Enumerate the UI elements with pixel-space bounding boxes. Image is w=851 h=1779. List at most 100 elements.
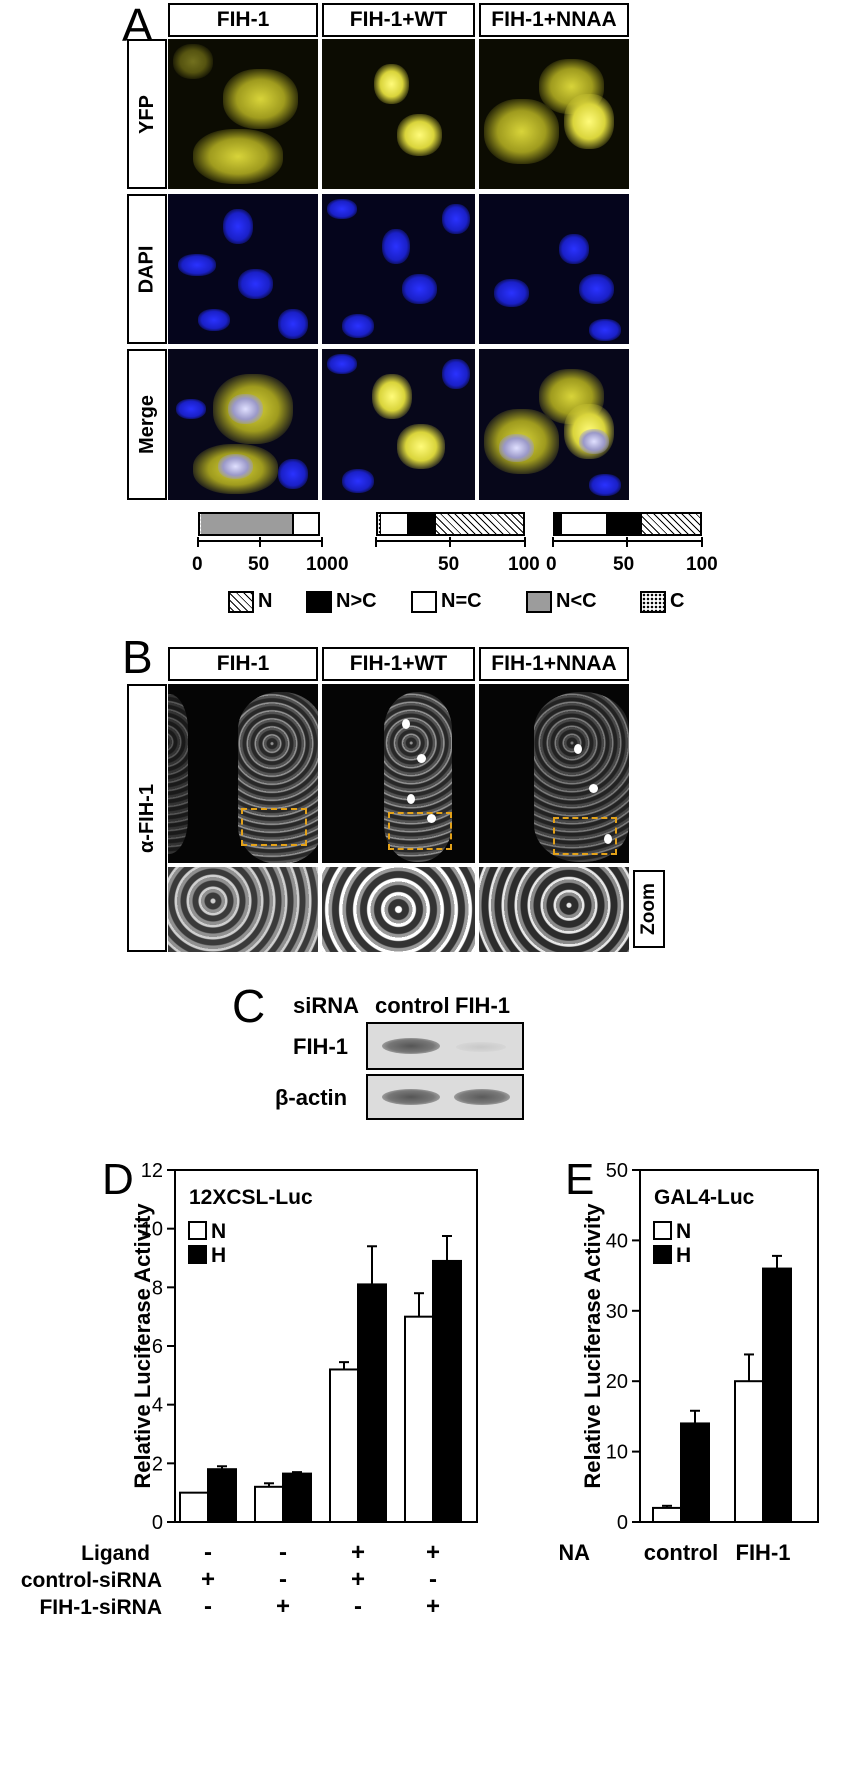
y-axis-label: Relative Luciferase Activity xyxy=(130,1203,155,1489)
panel-b-row-label: α-FIH-1 xyxy=(127,684,167,952)
bar-seg-c xyxy=(200,514,202,534)
bar-axes xyxy=(197,537,703,547)
bar-seg-c xyxy=(378,514,381,534)
dapi-image-fih1-nnaa xyxy=(479,194,629,344)
legend-swatch-n xyxy=(188,1221,207,1240)
merge-image-fih1 xyxy=(168,349,318,500)
condition-sign: + xyxy=(351,1566,365,1593)
legend-n-lt-c: N<C xyxy=(526,590,597,613)
band-fih1-control xyxy=(382,1038,440,1054)
dapi-image-fih1 xyxy=(168,194,318,344)
y-tick-label: 10 xyxy=(141,1219,163,1241)
legend-c: C xyxy=(640,590,684,613)
y-tick-label: 12 xyxy=(141,1160,163,1182)
legend-swatch-h xyxy=(188,1245,207,1264)
merge-image-fih1-nnaa xyxy=(479,349,629,500)
bar-h xyxy=(357,1283,387,1523)
condition-label: control-siRNA xyxy=(21,1569,162,1592)
legend-swatch-n-gt-c xyxy=(306,590,332,613)
y-tick-label: 40 xyxy=(606,1230,628,1252)
panel-a-col-header-3: FIH-1+NNAA xyxy=(479,3,629,37)
y-tick-label: 0 xyxy=(152,1512,163,1534)
plot-frame xyxy=(639,1169,819,1523)
zoom-region-box xyxy=(553,817,617,855)
bar-seg-n xyxy=(642,514,700,534)
y-axis-label: Relative Luciferase Activity xyxy=(580,1203,605,1489)
legend-swatch-n xyxy=(228,590,254,613)
panel-b-col-header-1: FIH-1 xyxy=(168,647,318,681)
tissue-image-fih1-nnaa xyxy=(479,684,629,863)
x-category-label: FIH-1 xyxy=(736,1540,791,1565)
bar-seg-c xyxy=(555,514,563,534)
legend-swatch-n-eq-c xyxy=(411,590,437,613)
localization-bar-fih1-wt xyxy=(376,512,525,536)
condition-sign: - xyxy=(354,1593,362,1620)
bar3-tick-100: 100 xyxy=(686,554,718,575)
x-category-label: control xyxy=(644,1540,719,1565)
panel-a-col-header-1: FIH-1 xyxy=(168,3,318,37)
condition-sign: + xyxy=(351,1539,365,1566)
condition-sign: - xyxy=(204,1539,212,1566)
zoom-image-fih1 xyxy=(168,867,318,952)
band-actin-fih1 xyxy=(454,1089,510,1105)
zoom-region-box xyxy=(388,812,452,850)
bar3-tick-50: 50 xyxy=(613,554,635,575)
bar2-tick-100: 100 xyxy=(508,554,540,575)
band-fih1-knockdown xyxy=(456,1042,506,1052)
bar-h xyxy=(680,1422,710,1523)
bar-h xyxy=(762,1267,792,1523)
bar-seg-n-lt-c xyxy=(201,514,295,534)
condition-label: FIH-1-siRNA xyxy=(39,1596,162,1619)
dapi-image-fih1-wt xyxy=(322,194,475,344)
bar-seg-n-eq-c xyxy=(562,514,606,534)
bar-h xyxy=(282,1472,312,1524)
legend-label-h: H xyxy=(676,1244,691,1267)
localization-bar-fih1-nnaa xyxy=(553,512,702,536)
tissue-image-fih1 xyxy=(168,684,318,863)
bar1-tick-50: 50 xyxy=(248,554,270,575)
condition-sign: - xyxy=(204,1593,212,1620)
panel-a-row-label-merge: Merge xyxy=(127,349,167,500)
bar-h xyxy=(432,1259,462,1524)
legend-label-n: N xyxy=(211,1220,226,1243)
condition-sign: + xyxy=(426,1539,440,1566)
merge-image-fih1-wt xyxy=(322,349,475,500)
band-actin-control xyxy=(382,1089,440,1105)
bar1-tick-0: 0 xyxy=(192,554,203,575)
panel-letter: E xyxy=(565,1155,594,1204)
tissue-image-fih1-wt xyxy=(322,684,475,863)
lane-label-control: control xyxy=(375,993,450,1018)
reporter-label: 12XCSL-Luc xyxy=(189,1186,313,1209)
zoom-image-fih1-wt xyxy=(322,867,475,952)
zoom-image-fih1-nnaa xyxy=(479,867,629,952)
legend-n-eq-c: N=C xyxy=(411,590,482,613)
yfp-image-fih1-nnaa xyxy=(479,39,629,189)
bar2-tick-50: 50 xyxy=(438,554,460,575)
zoom-label: Zoom xyxy=(633,870,665,948)
condition-sign: - xyxy=(279,1539,287,1566)
bar-n xyxy=(734,1380,764,1523)
bar1-tick-100: 100 xyxy=(306,554,338,575)
legend-swatch-n-lt-c xyxy=(526,590,552,613)
condition-sign: + xyxy=(276,1593,290,1620)
panel-b-col-header-2: FIH-1+WT xyxy=(322,647,475,681)
lane-label-fih1: FIH-1 xyxy=(455,993,510,1018)
legend-label-n: N xyxy=(676,1220,691,1243)
y-tick-label: 4 xyxy=(152,1395,163,1417)
yfp-image-fih1 xyxy=(168,39,318,189)
legend-n-gt-c: N>C xyxy=(306,590,377,613)
condition-sign: - xyxy=(429,1566,437,1593)
bar-n xyxy=(652,1506,682,1524)
y-tick-label: 2 xyxy=(152,1453,163,1475)
condition-label: Ligand xyxy=(81,1542,150,1565)
y-tick-label: 0 xyxy=(617,1512,628,1534)
legend-label-h: H xyxy=(211,1244,226,1267)
panel-a-row-label-yfp: YFP xyxy=(127,39,167,189)
panel-letter: D xyxy=(102,1155,134,1204)
blot-fih1 xyxy=(366,1022,524,1070)
bar2-tick-0: 0 xyxy=(338,554,349,575)
panel-c-letter: C xyxy=(232,980,266,1032)
bar-seg-n-eq-c xyxy=(380,514,407,534)
panel-b-letter: B xyxy=(122,631,153,683)
